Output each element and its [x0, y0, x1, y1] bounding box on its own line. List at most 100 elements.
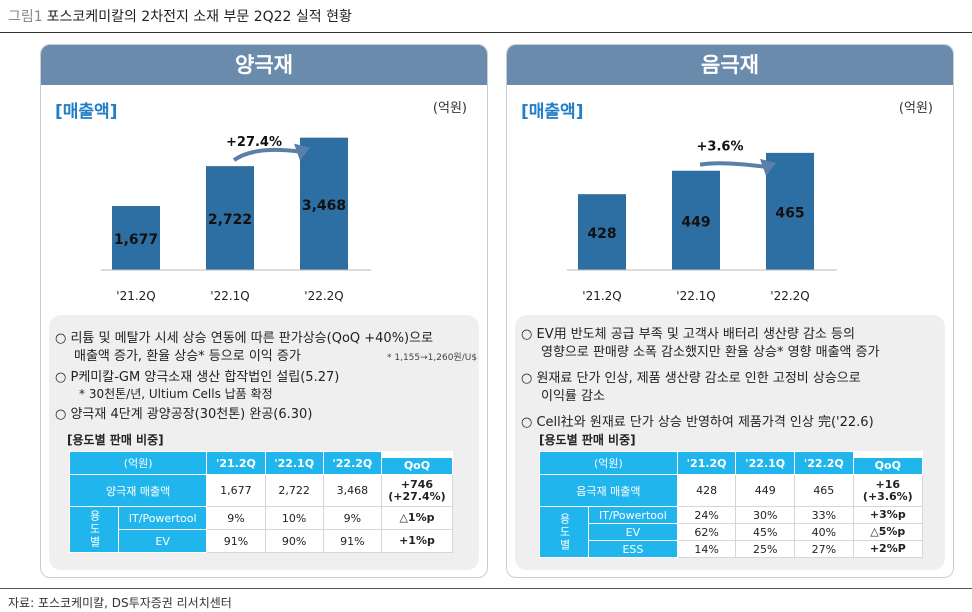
cathode-usage-table: (억원) '21.2Q '22.1Q '22.2Q QoQ 양극재 매출액 1,…: [68, 451, 454, 553]
anode-th-22-2q: '22.2Q: [794, 451, 854, 475]
anode-sales-21-2q: 428: [676, 474, 737, 507]
cathode-th-22-1q: '22.1Q: [264, 451, 324, 475]
cathode-th-21-2q: '21.2Q: [206, 451, 266, 475]
anode-sales-qoq-abs: +16: [875, 477, 901, 491]
anode-sales-22-2q: 465: [794, 474, 854, 507]
cathode-ev-21-2q: 91%: [206, 529, 266, 553]
cathode-note-2: ○ P케미칼-GM 양극소재 생산 합작법인 설립(5.27): [55, 370, 340, 385]
anode-note-1b: 영향으로 판매량 소폭 감소했지만 환율 상승* 영향 매출액 증가: [541, 345, 880, 360]
cathode-ev-22-1q: 90%: [264, 529, 324, 553]
anode-sales-22-1q: 449: [735, 474, 796, 507]
anode-category-0: '21.2Q: [582, 289, 621, 303]
cathode-it-qoq: △1%p: [380, 506, 454, 530]
anode-ev-22-1q: 45%: [735, 523, 796, 541]
cathode-growth-arrowhead: [294, 143, 310, 161]
source-note: 자료: 포스코케미칼, DS투자증권 리서치센터: [8, 596, 232, 610]
anode-table-title: [용도별 판매 비중]: [539, 433, 636, 447]
figure-label: 그림1: [8, 9, 43, 25]
cathode-usage-it-label: IT/Powertool: [117, 506, 208, 530]
anode-ev-22-2q: 40%: [794, 523, 854, 541]
anode-usage-ess-label: ESS: [588, 540, 678, 558]
anode-usage-label: 용도별: [539, 506, 589, 558]
cathode-category-1: '22.1Q: [210, 289, 249, 303]
cathode-table-title: [용도별 판매 비중]: [67, 433, 164, 447]
cathode-th-22-2q: '22.2Q: [322, 451, 382, 475]
anode-note-2b: 이익률 감소: [541, 389, 605, 404]
anode-ev-21-2q: 62%: [676, 523, 737, 541]
anode-bar-label-2: 465: [775, 205, 804, 221]
anode-usage-ev-label: EV: [588, 523, 678, 541]
cathode-panel: 양극재 [매출액] (억원) 1,677'21.2Q 2,722'22.1Q 3,4…: [40, 44, 488, 578]
figure-title: 그림1 포스코케미칼의 2차전지 소재 부문 2Q22 실적 현황: [8, 6, 352, 26]
cathode-it-22-1q: 10%: [264, 506, 324, 530]
anode-th-22-1q: '22.1Q: [735, 451, 796, 475]
anode-th-qoq-text: QoQ: [853, 458, 922, 474]
cathode-sales-22-1q: 2,722: [264, 474, 324, 507]
cathode-growth-arrow: [232, 147, 301, 162]
cathode-bar-label-1: 2,722: [208, 212, 252, 228]
anode-bar-1: [672, 170, 720, 270]
anode-ess-22-2q: 27%: [794, 540, 854, 558]
anode-usage-table: (억원) '21.2Q '22.1Q '22.2Q QoQ 음극재 매출액 42…: [539, 451, 924, 558]
anode-bar-2: [766, 152, 814, 270]
cathode-sales-qoq-abs: +746: [400, 477, 434, 491]
anode-sales-qoq: +16 (+3.6%): [852, 474, 924, 507]
cathode-sales-row-label: 양극재 매출액: [68, 474, 208, 507]
cathode-th-qoq-text: QoQ: [381, 458, 452, 474]
anode-th-qoq: QoQ: [852, 451, 924, 475]
anode-sales-qoq-pct: (+3.6%): [862, 489, 913, 503]
anode-it-qoq: +3%p: [852, 506, 924, 524]
cathode-th-qoq: QoQ: [380, 451, 454, 475]
cathode-sales-22-2q: 3,468: [322, 474, 382, 507]
bottom-rule: [0, 588, 972, 589]
cathode-category-2: '22.2Q: [304, 289, 343, 303]
anode-growth-label: +3.6%: [697, 140, 744, 155]
cathode-sales-label: [매출액]: [55, 102, 118, 122]
anode-ess-21-2q: 14%: [676, 540, 737, 558]
top-rule: [0, 32, 972, 33]
cathode-usage-label: 용도별: [69, 506, 119, 553]
cathode-ev-qoq: +1%p: [380, 529, 454, 553]
figure-title-text: 포스코케미칼의 2차전지 소재 부문 2Q22 실적 현황: [46, 9, 352, 25]
cathode-note-2b: * 30천톤/년, Ultium Cells 납품 확정: [79, 387, 273, 401]
cathode-it-21-2q: 9%: [206, 506, 266, 530]
cathode-notes-box: ○ 리튬 및 메탈가 시세 상승 연동에 따른 판가상승(QoQ +40%)으로…: [49, 315, 479, 570]
cathode-sales-21-2q: 1,677: [206, 474, 266, 507]
cathode-note-3: ○ 양극재 4단계 광양공장(30천톤) 완공(6.30): [55, 407, 313, 422]
cathode-ev-22-2q: 91%: [322, 529, 382, 553]
anode-ess-22-1q: 25%: [735, 540, 796, 558]
cathode-th-unit: (억원): [68, 451, 208, 475]
anode-growth-arrowhead: [760, 158, 776, 176]
anode-bar-chart: 428 '21.2Q 449 '22.1Q 465 '22.2Q +3.6%: [567, 140, 837, 303]
cathode-bar-2: [300, 137, 348, 270]
cathode-header: 양극재: [41, 45, 487, 85]
anode-ev-qoq: △5%p: [852, 523, 924, 541]
anode-it-22-1q: 30%: [735, 506, 796, 524]
anode-sales-label: [매출액]: [521, 102, 584, 122]
anode-header: 음극재: [507, 45, 953, 85]
cathode-note-1b: 매출액 증가, 환율 상승* 등으로 이익 증가: [74, 349, 301, 364]
anode-usage-it-label: IT/Powertool: [588, 506, 678, 524]
anode-note-3: ○ Cell社와 원재료 단가 상승 반영하여 제품가격 인상 完('22.6): [521, 415, 874, 430]
cathode-it-22-2q: 9%: [322, 506, 382, 530]
cathode-bar-chart: 1,677 '21.2Q 2,722 '22.1Q 3,468 '22.2Q +27.4%: [101, 135, 371, 303]
anode-unit: (억원): [898, 101, 933, 116]
anode-th-21-2q: '21.2Q: [676, 451, 737, 475]
anode-ess-qoq: +2%P: [852, 540, 924, 558]
anode-growth-arrow: [699, 161, 767, 169]
anode-bar-label-1: 449: [681, 214, 710, 230]
anode-it-21-2q: 24%: [676, 506, 737, 524]
anode-category-2: '22.2Q: [770, 289, 809, 303]
anode-notes-box: ○ EV用 반도체 공급 부족 및 고객사 배터리 생산량 감소 등의 영향으로…: [515, 315, 945, 570]
anode-bar-0: [578, 194, 626, 270]
anode-panel: 음극재 [매출액] (억원) 428'21.2Q 449'22.1Q 465'22.…: [506, 44, 954, 578]
anode-category-1: '22.1Q: [676, 289, 715, 303]
cathode-growth-label: +27.4%: [226, 135, 282, 150]
anode-th-unit: (억원): [539, 451, 678, 475]
anode-it-22-2q: 33%: [794, 506, 854, 524]
cathode-note-fx: * 1,155→1,260원/U$: [387, 353, 478, 363]
cathode-bar-1: [206, 166, 254, 270]
anode-note-1: ○ EV用 반도체 공급 부족 및 고객사 배터리 생산량 감소 등의: [521, 327, 855, 342]
anode-sales-row-label: 음극재 매출액: [539, 474, 678, 507]
cathode-unit: (억원): [432, 101, 467, 116]
